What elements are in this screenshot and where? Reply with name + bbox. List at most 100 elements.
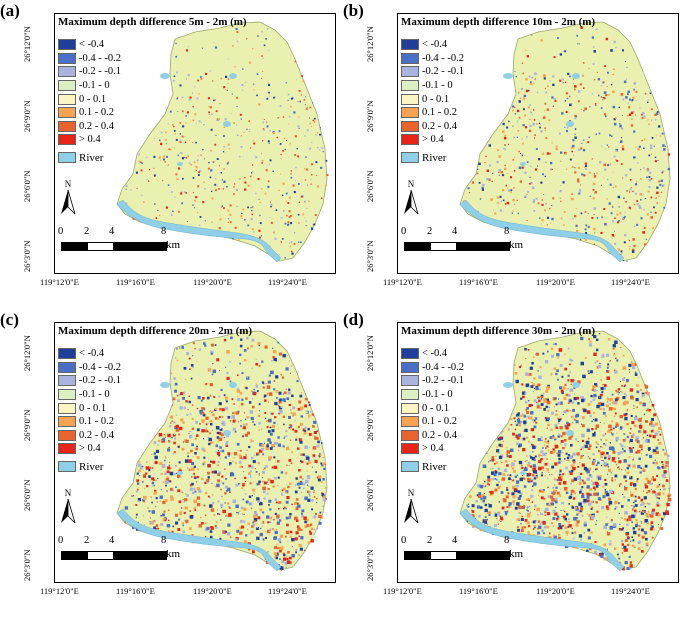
lake — [566, 430, 574, 436]
legend-item: -0.1 - 0 — [58, 388, 121, 402]
legend-item: -0.1 - 0 — [401, 388, 464, 402]
lake — [177, 162, 183, 166]
legend-label: -0.1 - 0 — [79, 80, 110, 92]
scale-segment — [430, 551, 458, 560]
legend-swatch — [58, 93, 76, 105]
legend-label: River — [79, 460, 104, 473]
legend-item: 0.2 - 0.4 — [58, 429, 121, 443]
river — [116, 508, 282, 572]
legend-item: 0 - 0.1 — [58, 92, 121, 106]
longitude-label: 119°12'0"E — [383, 586, 422, 596]
scale-tick-label: 0 — [401, 535, 407, 546]
latitude-label: 26°3'0"N — [22, 240, 32, 272]
longitude-label: 119°16'0"E — [459, 586, 498, 596]
latitude-label: 26°12'0"N — [365, 335, 375, 371]
map-frame: Maximum depth difference 10m - 2m (m) < -… — [397, 13, 679, 274]
legend-swatch — [58, 66, 76, 78]
legend-swatch — [401, 120, 419, 132]
latitude-label: 26°6'0"N — [365, 170, 375, 202]
legend-label: 0.2 - 0.4 — [422, 429, 457, 441]
latitude-label: 26°12'0"N — [22, 26, 32, 62]
map-panel: (c) 26°12'0"N 26°9'0"N 26°6'0"N 26°3'0"N 119°… — [0, 309, 342, 617]
lake — [572, 73, 580, 79]
scale-segment — [61, 242, 89, 251]
panel-letter: (c) — [0, 310, 19, 329]
legend-item: -0.1 - 0 — [401, 79, 464, 93]
depth-difference-cells — [119, 25, 329, 259]
legend-swatch — [401, 52, 419, 64]
scale-tick-label: 8 — [161, 226, 167, 237]
legend-item: -0.1 - 0 — [58, 79, 121, 93]
latitude-label: 26°6'0"N — [365, 479, 375, 511]
legend-label: -0.1 - 0 — [422, 389, 453, 401]
legend-item: -0.2 - -0.1 — [401, 374, 464, 388]
scale-bar: 0 2 4 8 km — [401, 226, 551, 262]
panel-letter: (a) — [0, 1, 20, 20]
north-arrow-icon — [61, 499, 76, 524]
legend-item: -0.4 - -0.2 — [401, 52, 464, 66]
legend-swatch — [58, 107, 76, 119]
longitude-label: 119°24'0"E — [268, 586, 307, 596]
legend-item: < -0.4 — [401, 347, 464, 361]
legend-label: 0 - 0.1 — [422, 402, 450, 414]
legend-item: 0 - 0.1 — [401, 92, 464, 106]
latitude-label: 26°9'0"N — [365, 100, 375, 132]
legend-label: < -0.4 — [422, 348, 448, 360]
map-panel: (b) 26°12'0"N 26°9'0"N 26°6'0"N 26°3'0"N 119°… — [343, 0, 685, 308]
map-canvas — [116, 330, 328, 572]
legend-item: 0.1 - 0.2 — [401, 106, 464, 120]
longitude-label: 119°12'0"E — [40, 586, 79, 596]
scale-unit: km — [166, 548, 181, 560]
legend-swatch — [58, 39, 76, 51]
scale-tick-label: 8 — [504, 226, 510, 237]
legend-label: 0.2 - 0.4 — [79, 429, 114, 441]
legend-item-river: River — [401, 151, 464, 165]
legend-swatch — [58, 443, 76, 455]
legend-label: < -0.4 — [79, 39, 105, 51]
legend-label: 0 - 0.1 — [422, 93, 450, 105]
legend-label: -0.4 - -0.2 — [79, 52, 121, 64]
legend-label: -0.4 - -0.2 — [422, 52, 464, 64]
panel-title: Maximum depth difference 5m - 2m (m) — [58, 16, 247, 28]
legend-swatch — [401, 443, 419, 455]
legend-item: -0.4 - -0.2 — [58, 52, 121, 66]
longitude-label: 119°16'0"E — [116, 586, 155, 596]
legend-swatch — [401, 361, 419, 373]
legend-item: > 0.4 — [401, 133, 464, 147]
scale-tick-label: 4 — [109, 535, 115, 546]
legend-label: 0 - 0.1 — [79, 402, 107, 414]
legend-swatch — [401, 134, 419, 146]
legend-item: 0.2 - 0.4 — [401, 429, 464, 443]
scale-segment — [404, 242, 432, 251]
legend-swatch — [58, 348, 76, 360]
longitude-label: 119°24'0"E — [268, 277, 307, 287]
legend-swatch — [401, 389, 419, 401]
legend-item: -0.2 - -0.1 — [58, 65, 121, 79]
legend-label: -0.2 - -0.1 — [79, 66, 121, 78]
legend-item: 0.1 - 0.2 — [58, 415, 121, 429]
legend-label: > 0.4 — [79, 134, 101, 146]
map-frame: Maximum depth difference 20m - 2m (m) < -… — [54, 322, 336, 583]
legend-item: 0.1 - 0.2 — [58, 106, 121, 120]
legend-swatch — [401, 152, 419, 164]
legend-swatch — [401, 66, 419, 78]
map-canvas — [116, 21, 329, 263]
legend-label: -0.1 - 0 — [422, 80, 453, 92]
longitude-label: 119°20'0"E — [536, 586, 575, 596]
scale-bar: 0 2 4 8 km — [58, 226, 208, 262]
legend-swatch — [58, 361, 76, 373]
legend-label: -0.2 - -0.1 — [422, 375, 464, 387]
scale-segment — [87, 551, 115, 560]
scale-tick-label: 4 — [109, 226, 115, 237]
legend-item: < -0.4 — [58, 38, 121, 52]
legend-item: < -0.4 — [401, 38, 464, 52]
latitude-label: 26°9'0"N — [365, 409, 375, 441]
scale-tick-label: 8 — [161, 535, 167, 546]
lake — [229, 382, 237, 388]
latitude-label: 26°9'0"N — [22, 100, 32, 132]
legend-item: 0.1 - 0.2 — [401, 415, 464, 429]
map-canvas — [459, 330, 672, 572]
